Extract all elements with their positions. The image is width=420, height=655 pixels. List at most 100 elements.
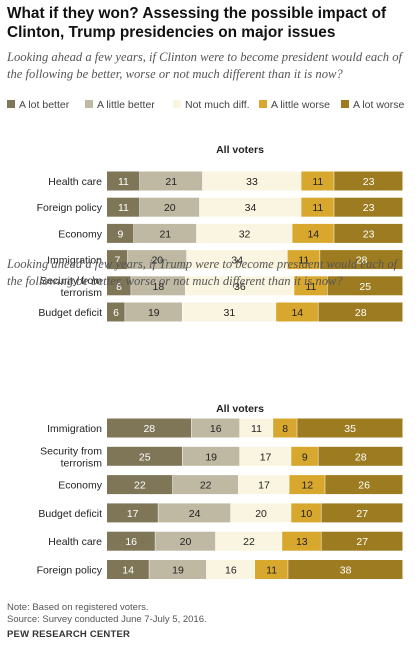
organization-name: PEW RESEARCH CENTER <box>7 629 131 640</box>
clinton-group-label: All voters <box>216 144 264 156</box>
bar-security-from-terrorism-not-much-diff <box>185 276 294 296</box>
value-label-economy-a-lot-better: 22 <box>134 480 146 492</box>
value-label-immigration-a-lot-better: 28 <box>143 423 155 435</box>
legend-swatch-a-little-better <box>85 100 93 108</box>
bar-health-care-not-much-diff <box>215 531 282 551</box>
value-label-foreign-policy-not-much-diff: 16 <box>225 565 237 577</box>
legend-item-a-lot-better: A lot better <box>7 98 69 112</box>
category-label-security-from-terrorism: Security from terrorism <box>40 275 102 299</box>
value-label-immigration-not-much-diff: 11 <box>251 423 262 435</box>
legend-label: A lot better <box>19 99 70 111</box>
value-label-foreign-policy-a-little-worse: 11 <box>312 202 323 214</box>
legend-item-not-much-diff: Not much diff. <box>173 98 250 112</box>
bar-budget-deficit-a-little-worse <box>291 503 321 523</box>
value-label-health-care-a-little-better: 20 <box>180 536 192 548</box>
value-label-foreign-policy-a-lot-worse: 38 <box>340 565 352 577</box>
bar-foreign-policy-not-much-diff <box>199 197 301 217</box>
category-label-security-from-terrorism: Security from terrorism <box>40 445 102 469</box>
value-label-budget-deficit-a-lot-better: 17 <box>127 508 139 520</box>
value-label-budget-deficit-a-little-worse: 10 <box>301 508 313 520</box>
bar-economy-a-lot-worse <box>325 475 403 495</box>
bar-security-from-terrorism-not-much-diff <box>239 446 291 466</box>
bar-security-from-terrorism-a-lot-better <box>107 446 183 466</box>
bar-foreign-policy-not-much-diff <box>206 560 255 579</box>
category-label-economy: Economy <box>58 480 103 492</box>
legend-item-a-little-worse: A little worse <box>259 98 330 112</box>
bar-budget-deficit-not-much-diff <box>182 302 276 322</box>
bar-budget-deficit-a-lot-worse <box>318 302 403 322</box>
category-label-economy: Economy <box>58 228 103 240</box>
bar-health-care-a-lot-worse <box>334 171 403 191</box>
value-label-budget-deficit-a-little-better: 24 <box>189 508 201 520</box>
bar-immigration-a-little-worse <box>287 250 320 270</box>
bar-health-care-a-little-better <box>139 171 203 191</box>
value-label-security-from-terrorism-a-little-worse: 9 <box>302 451 308 463</box>
bar-budget-deficit-a-lot-worse <box>321 503 403 523</box>
value-label-budget-deficit-not-much-diff: 31 <box>223 307 235 319</box>
bar-economy-a-lot-better <box>107 223 134 243</box>
category-label-foreign-policy: Foreign policy <box>37 202 103 214</box>
value-label-budget-deficit-not-much-diff: 20 <box>255 508 267 520</box>
value-label-security-from-terrorism-a-little-better: 19 <box>205 451 217 463</box>
bar-foreign-policy-a-little-better <box>139 197 200 217</box>
bar-security-from-terrorism-a-lot-worse <box>318 446 403 466</box>
value-label-foreign-policy-not-much-diff: 34 <box>245 202 257 214</box>
bar-health-care-a-little-worse <box>301 171 334 191</box>
legend-label: A lot worse <box>353 99 405 111</box>
value-label-immigration-not-much-diff: 34 <box>231 255 243 267</box>
value-label-immigration-a-lot-worse: 35 <box>344 423 356 435</box>
value-label-security-from-terrorism-a-lot-worse: 28 <box>355 451 367 463</box>
legend-label: A little worse <box>271 99 330 111</box>
bar-security-from-terrorism-a-little-worse <box>291 446 318 466</box>
value-label-health-care-a-lot-worse: 23 <box>363 176 375 188</box>
value-label-economy-a-little-better: 22 <box>200 480 212 492</box>
source-text: Source: Survey conducted June 7-July 5, … <box>7 614 207 625</box>
value-label-security-from-terrorism-not-much-diff: 17 <box>260 451 272 463</box>
bar-immigration-a-little-better <box>127 250 187 270</box>
legend-swatch-not-much-diff <box>173 100 181 108</box>
bar-immigration-a-lot-better <box>107 250 128 270</box>
bar-immigration-not-much-diff <box>239 418 273 438</box>
value-label-foreign-policy-a-little-better: 20 <box>164 202 176 214</box>
bar-immigration-not-much-diff <box>186 250 288 270</box>
value-label-health-care-a-lot-better: 16 <box>125 536 137 548</box>
value-label-security-from-terrorism-a-little-better: 18 <box>153 281 165 293</box>
legend-label: A little better <box>97 99 155 111</box>
bar-budget-deficit-a-little-better <box>158 503 231 523</box>
value-label-immigration-a-little-better: 16 <box>210 423 222 435</box>
bar-budget-deficit-not-much-diff <box>230 503 291 523</box>
value-label-budget-deficit-a-lot-worse: 28 <box>355 307 367 319</box>
bar-foreign-policy-a-little-better <box>149 560 207 579</box>
bar-economy-a-little-worse <box>289 475 325 495</box>
value-label-economy-a-lot-worse: 23 <box>363 228 375 240</box>
bar-economy-not-much-diff <box>238 475 289 495</box>
bar-economy-a-little-better <box>133 223 197 243</box>
value-label-budget-deficit-a-little-worse: 14 <box>291 307 303 319</box>
category-label-immigration: Immigration <box>47 255 102 267</box>
value-label-economy-a-little-worse: 14 <box>307 228 319 240</box>
value-label-immigration-a-lot-better: 7 <box>114 255 120 267</box>
value-label-health-care-not-much-diff: 22 <box>243 536 255 548</box>
value-label-security-from-terrorism-a-lot-better: 8 <box>116 281 122 293</box>
bar-economy-a-lot-worse <box>334 223 403 243</box>
value-label-security-from-terrorism-a-little-worse: 11 <box>305 281 316 293</box>
value-label-budget-deficit-a-lot-worse: 27 <box>356 508 368 520</box>
bar-health-care-a-little-better <box>155 531 216 551</box>
value-label-security-from-terrorism-a-lot-worse: 25 <box>359 281 371 293</box>
value-label-immigration-a-lot-worse: 28 <box>356 255 368 267</box>
trump-subtitle: Looking ahead a few years, if Trump were… <box>7 257 398 288</box>
bar-budget-deficit-a-lot-better <box>107 503 158 523</box>
note-text: Note: Based on registered voters. <box>7 602 149 613</box>
bar-foreign-policy-a-lot-better <box>107 560 149 579</box>
bar-foreign-policy-a-lot-better <box>107 197 140 217</box>
bar-security-from-terrorism-a-little-worse <box>294 276 327 296</box>
value-label-foreign-policy-a-lot-better: 11 <box>118 202 129 214</box>
value-label-foreign-policy-a-lot-worse: 23 <box>363 202 375 214</box>
bar-security-from-terrorism-a-little-better <box>131 276 186 296</box>
category-label-budget-deficit: Budget deficit <box>38 307 102 319</box>
bar-economy-a-little-better <box>172 475 239 495</box>
bar-budget-deficit-a-little-better <box>125 302 183 322</box>
value-label-budget-deficit-a-lot-better: 6 <box>113 307 119 319</box>
